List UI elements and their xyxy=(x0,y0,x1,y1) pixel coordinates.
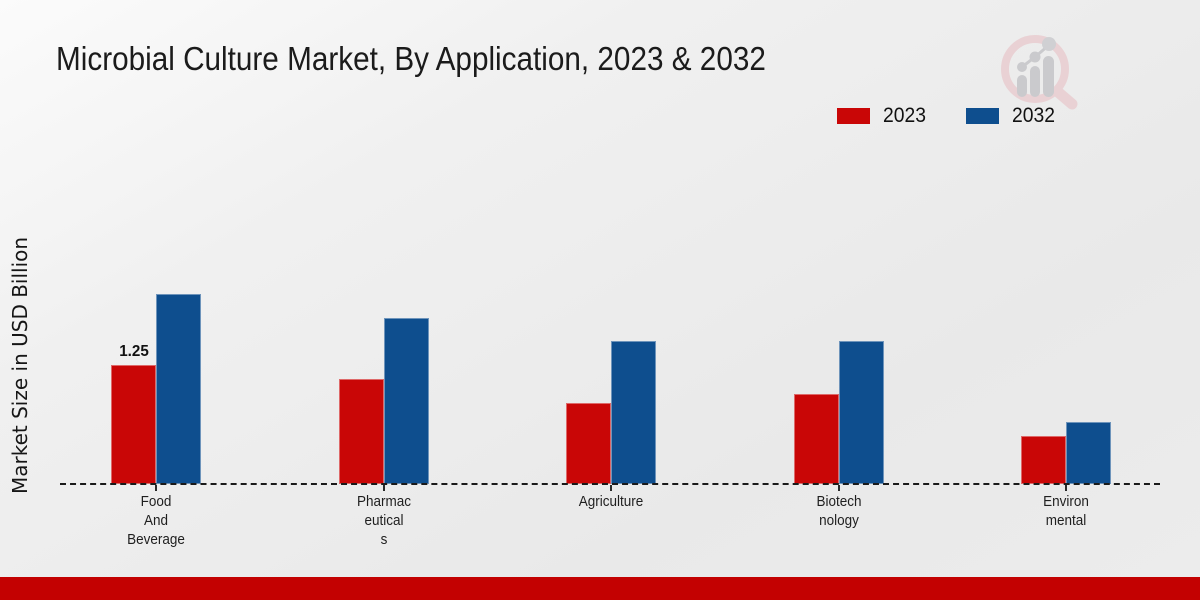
bar-2032-food-and-beverage xyxy=(156,294,201,484)
legend-swatch-2032 xyxy=(965,108,999,124)
bar-2032-environmental xyxy=(1066,422,1111,484)
legend-swatch-2023 xyxy=(837,108,870,124)
bar-2023-environmental xyxy=(1021,436,1066,484)
legend-label-2023: 2023 xyxy=(883,104,926,127)
axis-tick-pharmaceuticals xyxy=(382,485,385,491)
category-label-agriculture: Agriculture xyxy=(578,493,644,510)
bar-2023-food-and-beverage xyxy=(111,365,156,484)
axis-tick-environmental xyxy=(1065,485,1067,491)
bar-2032-agriculture xyxy=(611,341,656,484)
category-label-biotechnology: Biotech nology xyxy=(815,493,862,529)
chart-title: Microbial Culture Market, By Application… xyxy=(56,40,766,77)
category-label-pharmaceuticals: Pharmac eutical s xyxy=(356,493,411,548)
legend-item-2032: 2032 xyxy=(965,104,1059,128)
footer-accent-bar xyxy=(0,577,1200,600)
bar-2023-biotechnology xyxy=(793,394,839,484)
bar-2023-pharmaceuticals xyxy=(338,379,384,484)
category-label-food-and-beverage: Food And Beverage xyxy=(127,493,185,548)
axis-tick-food-and-beverage xyxy=(155,485,157,491)
bar-2032-pharmaceuticals xyxy=(383,318,429,484)
category-label-environmental: Environ mental xyxy=(1043,493,1089,529)
legend-item-2023: 2023 xyxy=(837,104,930,128)
market-research-magnifier-logo xyxy=(1001,35,1078,110)
legend-label-2032: 2032 xyxy=(1011,104,1055,127)
x-axis-baseline xyxy=(60,483,1160,485)
bar-2032-biotechnology xyxy=(838,341,884,484)
bar-value-label: 1.25 xyxy=(118,343,149,360)
legend: 2023 2032 xyxy=(837,104,1058,128)
axis-tick-agriculture xyxy=(610,485,612,491)
bar-2023-agriculture xyxy=(566,403,611,484)
axis-tick-biotechnology xyxy=(837,485,840,491)
